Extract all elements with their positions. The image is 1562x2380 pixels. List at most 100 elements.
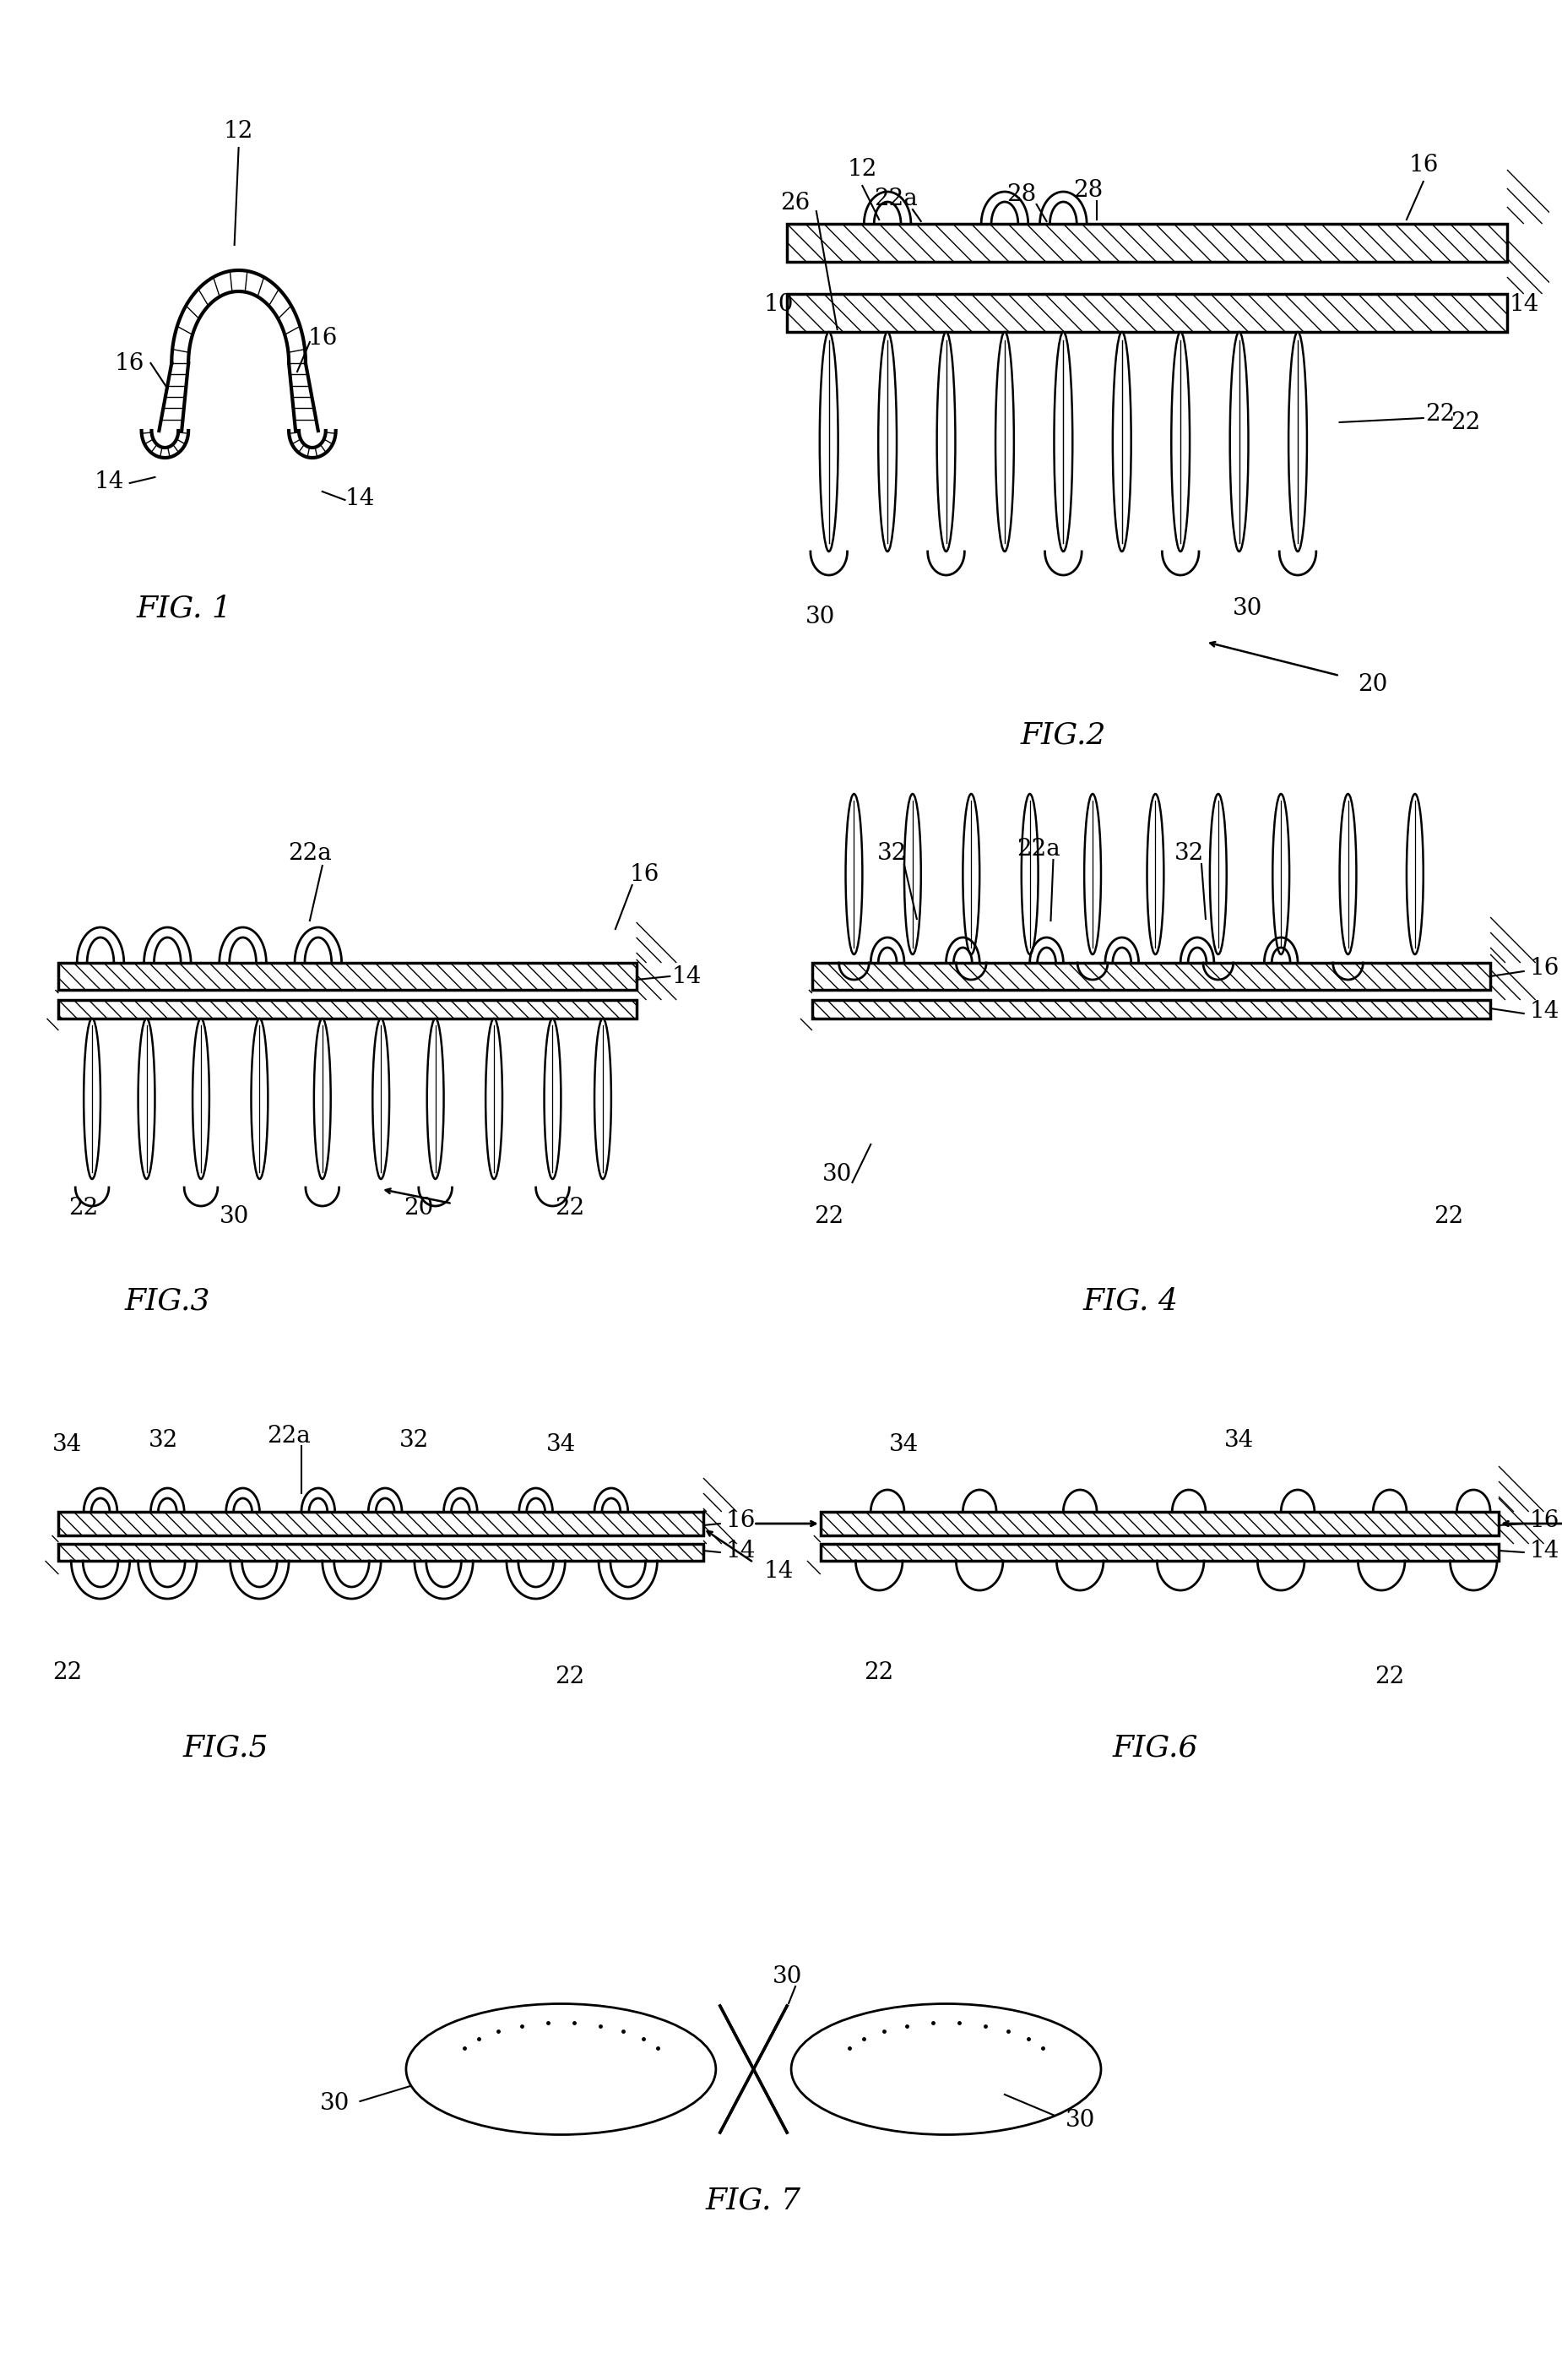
Text: 22: 22	[814, 1204, 843, 1228]
Text: 32: 32	[148, 1428, 178, 1452]
Text: 22: 22	[1450, 412, 1481, 433]
Text: 10: 10	[764, 293, 793, 317]
Ellipse shape	[1084, 795, 1101, 954]
Text: 20: 20	[403, 1197, 434, 1219]
Ellipse shape	[1229, 331, 1248, 552]
Text: 16: 16	[116, 352, 145, 374]
Text: 32: 32	[876, 843, 906, 864]
Text: 22a: 22a	[287, 843, 331, 864]
Ellipse shape	[1289, 331, 1307, 552]
Text: 30: 30	[1065, 2109, 1095, 2130]
Text: 14: 14	[672, 964, 701, 988]
Ellipse shape	[486, 1019, 503, 1178]
Text: FIG. 4: FIG. 4	[1082, 1285, 1178, 1316]
Text: 30: 30	[822, 1161, 853, 1185]
Text: 34: 34	[547, 1433, 576, 1457]
Text: 14: 14	[764, 1559, 793, 1583]
Text: 22a: 22a	[875, 188, 918, 209]
Ellipse shape	[251, 1019, 269, 1178]
Text: 14: 14	[345, 488, 375, 509]
Text: 30: 30	[320, 2092, 350, 2113]
Text: FIG.3: FIG.3	[125, 1285, 211, 1316]
Text: 30: 30	[806, 605, 836, 628]
Ellipse shape	[1112, 331, 1131, 552]
Text: 34: 34	[1225, 1428, 1254, 1452]
Ellipse shape	[962, 795, 979, 954]
Text: 22: 22	[52, 1661, 81, 1683]
Ellipse shape	[878, 331, 897, 552]
Text: 16: 16	[1529, 1509, 1560, 1533]
Ellipse shape	[792, 2004, 1101, 2135]
Ellipse shape	[84, 1019, 100, 1178]
Text: 14: 14	[1509, 293, 1539, 317]
Ellipse shape	[595, 1019, 611, 1178]
Text: FIG. 7: FIG. 7	[706, 2185, 801, 2213]
Text: 32: 32	[1175, 843, 1204, 864]
Text: FIG.5: FIG.5	[183, 1735, 269, 1764]
FancyBboxPatch shape	[812, 964, 1490, 990]
Ellipse shape	[1172, 331, 1190, 552]
Text: 30: 30	[1232, 597, 1262, 619]
Text: 22: 22	[1375, 1666, 1404, 1687]
Text: 12: 12	[223, 119, 253, 143]
Ellipse shape	[845, 795, 862, 954]
Ellipse shape	[1022, 795, 1039, 954]
Text: 22: 22	[555, 1197, 584, 1219]
Ellipse shape	[1054, 331, 1073, 552]
Text: 12: 12	[848, 157, 878, 181]
Text: 16: 16	[726, 1509, 756, 1533]
Text: 34: 34	[889, 1433, 918, 1457]
FancyBboxPatch shape	[787, 293, 1507, 331]
Text: 28: 28	[1006, 183, 1036, 205]
Ellipse shape	[137, 1019, 155, 1178]
Text: 20: 20	[1357, 674, 1389, 695]
Text: 30: 30	[772, 1966, 801, 1987]
Ellipse shape	[314, 1019, 331, 1178]
FancyBboxPatch shape	[59, 1000, 636, 1019]
Text: 16: 16	[629, 862, 659, 885]
Text: 14: 14	[1529, 1540, 1560, 1561]
Text: FIG.2: FIG.2	[1020, 721, 1106, 750]
Text: 32: 32	[400, 1428, 430, 1452]
FancyBboxPatch shape	[820, 1511, 1498, 1535]
Text: 22: 22	[864, 1661, 893, 1683]
Text: 16: 16	[1529, 957, 1560, 978]
Ellipse shape	[373, 1019, 389, 1178]
Ellipse shape	[426, 1019, 444, 1178]
Text: 22a: 22a	[267, 1423, 311, 1447]
Ellipse shape	[192, 1019, 209, 1178]
Ellipse shape	[937, 331, 956, 552]
FancyBboxPatch shape	[59, 1545, 703, 1561]
Ellipse shape	[1211, 795, 1226, 954]
FancyBboxPatch shape	[59, 1511, 703, 1535]
FancyBboxPatch shape	[820, 1545, 1498, 1561]
Text: 22a: 22a	[1017, 838, 1061, 859]
FancyBboxPatch shape	[812, 1000, 1490, 1019]
Text: 26: 26	[781, 190, 811, 214]
Text: 22: 22	[69, 1197, 98, 1219]
Text: 14: 14	[1529, 1000, 1560, 1023]
Text: 22: 22	[1434, 1204, 1464, 1228]
Text: 14: 14	[726, 1540, 756, 1561]
Text: 16: 16	[308, 326, 337, 350]
Ellipse shape	[1147, 795, 1164, 954]
Ellipse shape	[1406, 795, 1423, 954]
Ellipse shape	[406, 2004, 715, 2135]
Text: 22: 22	[555, 1666, 584, 1687]
Text: 22: 22	[1425, 402, 1454, 426]
Ellipse shape	[544, 1019, 561, 1178]
Ellipse shape	[995, 331, 1014, 552]
FancyBboxPatch shape	[787, 224, 1507, 262]
Ellipse shape	[1340, 795, 1356, 954]
Text: 34: 34	[52, 1433, 81, 1457]
Text: 16: 16	[1409, 152, 1439, 176]
Text: 30: 30	[220, 1204, 250, 1228]
Text: FIG.6: FIG.6	[1112, 1735, 1198, 1764]
Ellipse shape	[820, 331, 839, 552]
Text: 14: 14	[94, 469, 123, 493]
Ellipse shape	[720, 2004, 787, 2135]
Text: 28: 28	[1073, 178, 1103, 202]
Text: FIG. 1: FIG. 1	[136, 593, 231, 624]
Ellipse shape	[1273, 795, 1289, 954]
FancyBboxPatch shape	[59, 964, 636, 990]
